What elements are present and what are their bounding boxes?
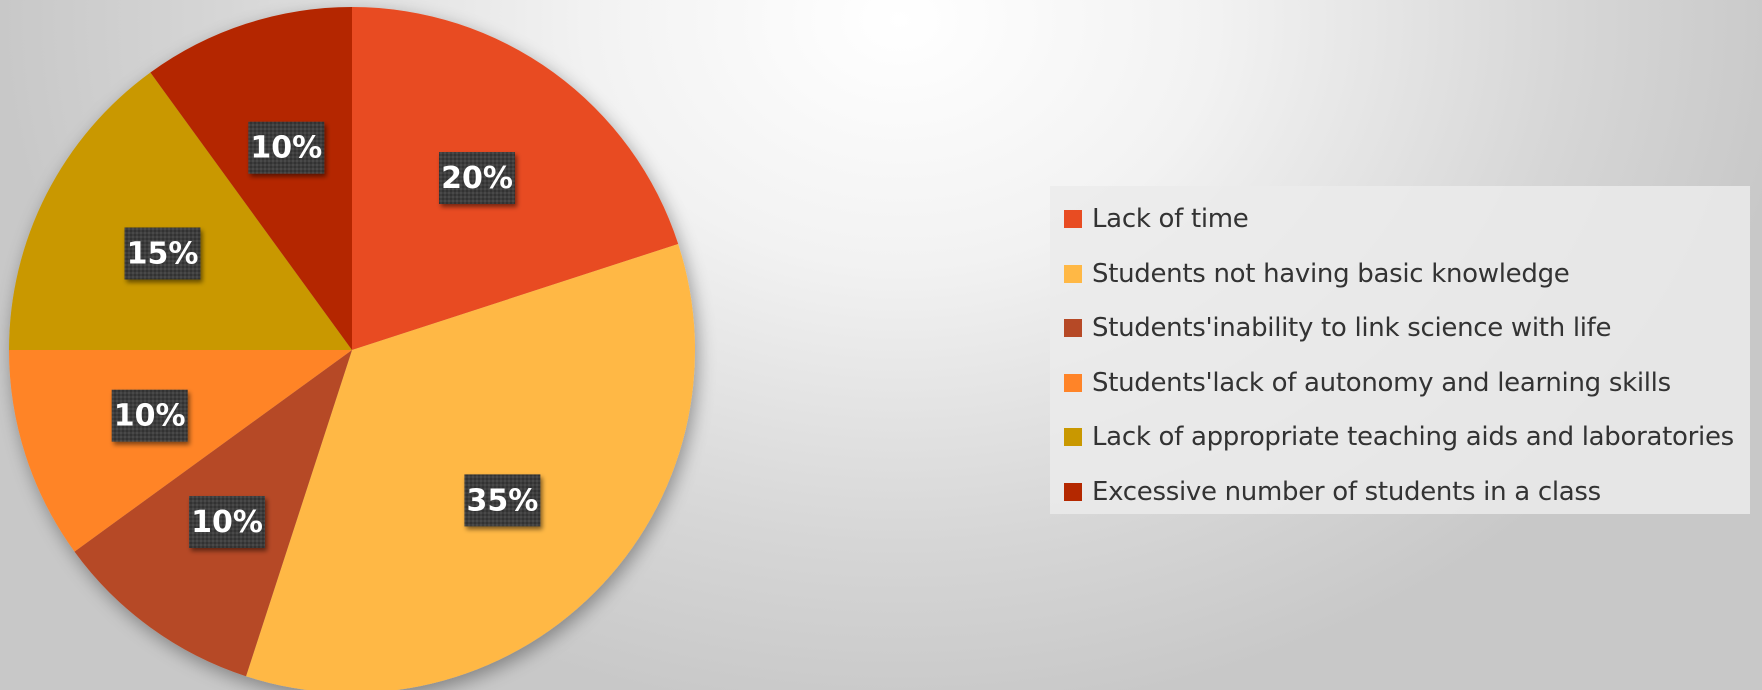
legend-item: Lack of time [1050, 192, 1750, 247]
chart-legend: Lack of time Students not having basic k… [1050, 186, 1750, 514]
pie-slices [9, 7, 695, 690]
legend-label: Students not having basic knowledge [1092, 258, 1570, 289]
legend-item: Excessive number of students in a class [1050, 465, 1750, 520]
data-label: 35% [464, 474, 541, 527]
data-label-box [111, 389, 188, 442]
data-label-text: 10% [114, 399, 186, 434]
data-label-text: 10% [191, 505, 263, 540]
data-label: 20% [439, 152, 515, 204]
legend-item: Students'inability to link science with … [1050, 301, 1750, 356]
pie-slice [246, 244, 695, 690]
data-label-text: 10% [250, 131, 322, 166]
legend-swatch [1064, 428, 1082, 447]
legend-label: Students'lack of autonomy and learning s… [1092, 367, 1671, 398]
data-label: 15% [124, 227, 201, 280]
pie-slice [9, 350, 352, 552]
data-label-box [248, 121, 325, 174]
data-label-box [464, 474, 541, 527]
data-label: 10% [248, 121, 325, 174]
legend-label: Lack of time [1092, 204, 1249, 235]
data-label-box [439, 152, 515, 204]
legend-swatch [1064, 482, 1082, 501]
legend-swatch [1064, 264, 1082, 283]
legend-item: Students'lack of autonomy and learning s… [1050, 356, 1750, 411]
pie-slice [150, 7, 352, 350]
data-label-text: 20% [441, 161, 513, 196]
data-label: 10% [189, 496, 265, 548]
data-labels: 20% 35% 10% 10% 15% 10% [111, 121, 541, 548]
data-label-text: 15% [127, 237, 199, 272]
legend-label: Lack of appropriate teaching aids and la… [1092, 422, 1734, 453]
data-label-box [189, 496, 265, 548]
legend-label: Students'inability to link science with … [1092, 313, 1612, 344]
data-label-text: 35% [466, 483, 538, 518]
legend-swatch [1064, 319, 1082, 338]
pie-slice [352, 7, 679, 350]
legend-swatch [1064, 373, 1082, 392]
legend-swatch [1064, 210, 1082, 229]
data-label: 10% [111, 389, 188, 442]
data-label-box [124, 227, 201, 280]
legend-item: Lack of appropriate teaching aids and la… [1050, 410, 1750, 465]
pie-slice [9, 72, 352, 350]
legend-item: Students not having basic knowledge [1050, 247, 1750, 302]
legend-label: Excessive number of students in a class [1092, 476, 1601, 507]
